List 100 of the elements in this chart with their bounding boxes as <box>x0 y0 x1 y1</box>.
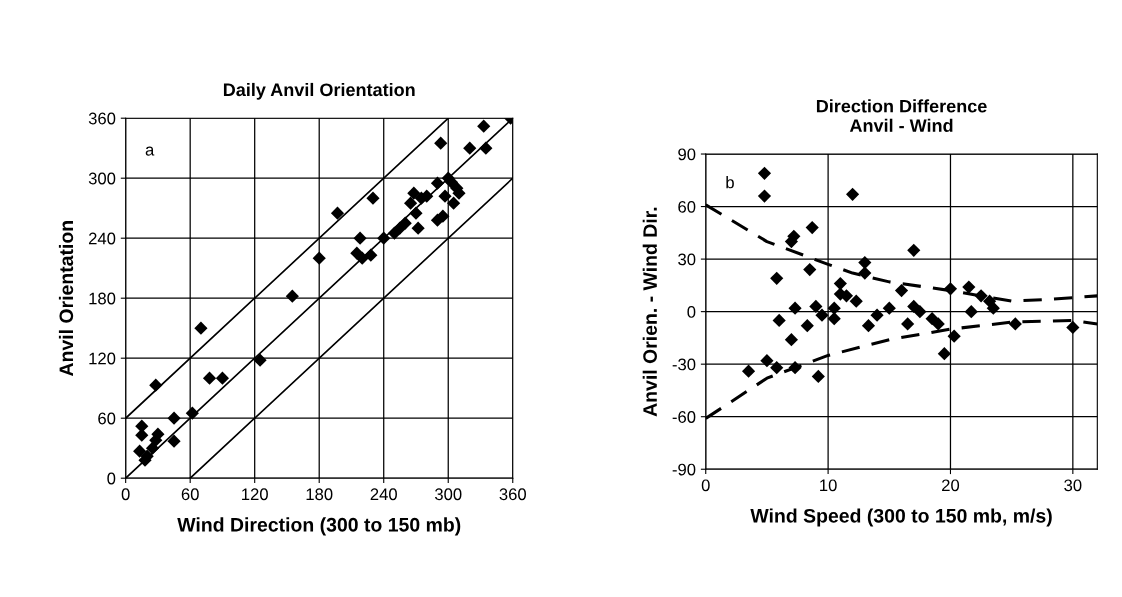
y-tick-label: 360 <box>88 112 116 125</box>
point <box>757 189 772 203</box>
point <box>447 196 461 210</box>
x-tick-label: 30 <box>1064 479 1082 492</box>
point <box>784 333 798 347</box>
point <box>479 141 493 155</box>
point <box>312 251 326 265</box>
point <box>477 119 491 133</box>
x-tick-label: 120 <box>242 488 268 501</box>
point <box>167 434 181 448</box>
point <box>937 347 951 361</box>
x-tick-label: 60 <box>181 488 199 501</box>
point <box>253 353 267 367</box>
annotation: a <box>145 146 155 156</box>
point <box>741 364 756 378</box>
x-tick-label: 0 <box>701 479 710 492</box>
x-tick-label: 20 <box>942 479 960 492</box>
y-tick-label: 60 <box>98 412 116 425</box>
point <box>364 248 378 262</box>
point <box>135 428 149 442</box>
point <box>770 361 784 375</box>
point <box>845 187 860 201</box>
point <box>800 319 814 333</box>
point <box>943 282 958 296</box>
point <box>894 284 909 298</box>
point <box>430 176 445 190</box>
point <box>931 317 945 331</box>
y-tick-label: -60 <box>672 411 696 423</box>
y-tick-label: -90 <box>672 463 696 476</box>
point <box>788 301 802 315</box>
point <box>861 319 876 333</box>
point <box>366 191 380 205</box>
point <box>434 136 448 150</box>
point <box>202 371 217 385</box>
point <box>772 313 786 327</box>
point <box>409 206 423 220</box>
x-tick-label: 0 <box>121 488 130 501</box>
point <box>947 329 961 343</box>
chart-title: Direction Difference Anvil - Wind <box>816 99 987 132</box>
point <box>407 186 421 200</box>
point <box>463 141 477 155</box>
point <box>788 361 802 375</box>
y-tick-label: 90 <box>678 148 696 161</box>
point <box>815 308 829 322</box>
point <box>858 256 872 270</box>
point <box>760 354 774 368</box>
point <box>974 289 988 303</box>
point <box>986 301 1000 315</box>
y-tick-label: 120 <box>89 352 116 365</box>
point <box>135 419 149 433</box>
point <box>849 294 863 308</box>
point <box>770 271 784 285</box>
y-tick-label: 30 <box>678 253 696 266</box>
y-tick-label: 180 <box>89 292 116 305</box>
point <box>803 263 817 277</box>
point <box>962 280 976 294</box>
point <box>149 378 163 392</box>
point <box>901 317 915 331</box>
point <box>353 231 367 245</box>
x-axis-title: Wind Speed (300 to 150 mb, m/s) <box>750 508 1052 527</box>
y-axis-title: Anvil Orientation <box>58 221 74 377</box>
point <box>913 305 927 319</box>
y-tick-label: 240 <box>88 232 116 245</box>
point <box>215 371 230 385</box>
point <box>436 209 450 223</box>
annotation: b <box>726 176 734 189</box>
point <box>355 251 369 265</box>
point <box>882 301 896 315</box>
y-tick-label: 60 <box>678 200 696 213</box>
point <box>907 243 921 257</box>
x-tick-label: 360 <box>499 488 527 501</box>
point <box>438 189 452 203</box>
point <box>1066 320 1080 334</box>
point <box>870 308 884 322</box>
x-tick-label: 240 <box>370 488 397 501</box>
point <box>805 220 819 235</box>
point <box>925 312 939 326</box>
point <box>787 229 801 243</box>
y-tick-label: 0 <box>687 306 696 318</box>
point <box>404 196 418 210</box>
point <box>185 406 199 420</box>
point <box>285 289 299 303</box>
x-tick-label: 10 <box>820 479 837 492</box>
point <box>827 312 841 326</box>
point <box>167 411 181 425</box>
y-tick-label: 300 <box>88 172 116 185</box>
y-tick-label: -30 <box>672 358 696 371</box>
point <box>194 321 208 335</box>
y-axis-title: Anvil Orien. - Wind Dir. <box>642 207 657 417</box>
point <box>133 444 147 458</box>
point <box>833 277 847 291</box>
point <box>811 369 825 384</box>
point <box>398 216 412 230</box>
point <box>330 206 345 220</box>
point <box>964 305 978 319</box>
point <box>377 231 391 245</box>
x-tick-label: 300 <box>434 488 462 501</box>
point <box>858 266 872 280</box>
point <box>411 221 425 235</box>
x-tick-label: 180 <box>306 488 333 501</box>
